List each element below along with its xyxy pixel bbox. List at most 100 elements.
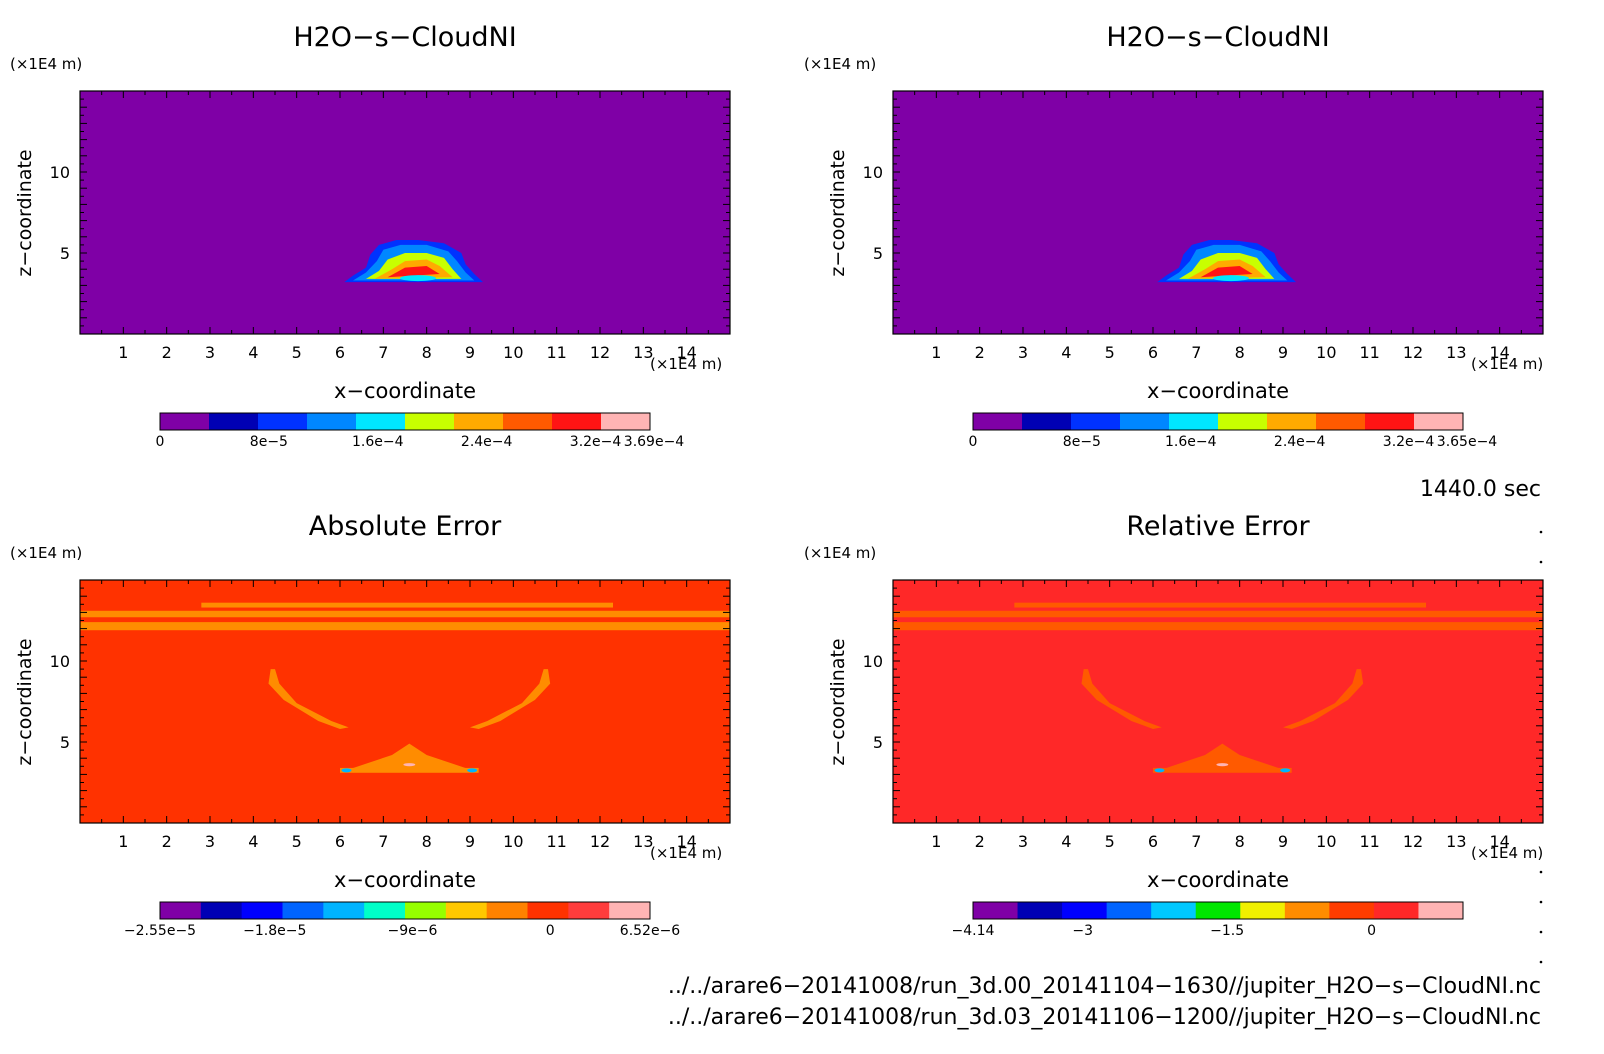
colorbar-swatch <box>503 413 553 430</box>
cloud-base <box>400 275 436 282</box>
colorbar-swatch <box>1218 413 1268 430</box>
x-tick-label: 14 <box>676 343 696 362</box>
colorbar-tick-label: 0 <box>969 434 978 450</box>
x-tick-label: 11 <box>546 832 566 851</box>
error-base <box>1153 767 1292 773</box>
x-tick-label: 6 <box>335 343 345 362</box>
x-tick-label: 12 <box>590 832 610 851</box>
colorbar-swatch <box>1284 902 1330 919</box>
colorbar-tick-label: 3.2e−4 <box>570 434 622 450</box>
dotted-marks <box>1539 530 1543 964</box>
x-unit-label: (×1E4 m) <box>1471 844 1543 862</box>
x-tick-label: 7 <box>1191 832 1201 851</box>
panel-relative-error: Relative Error (×1E4 m) (×1E4 m) x−coord… <box>804 511 1544 939</box>
error-arm <box>268 669 349 730</box>
y-tick-label: 5 <box>60 244 70 263</box>
colorbar-swatch <box>973 902 1019 919</box>
x-tick-label: 5 <box>1105 343 1115 362</box>
colorbar-swatch <box>527 902 569 919</box>
error-core <box>348 743 470 770</box>
colorbar-tick-label: 6.52e−6 <box>620 923 681 939</box>
cloud-contour <box>387 265 440 278</box>
error-spot <box>1280 768 1291 773</box>
colorbar-swatch <box>1022 413 1072 430</box>
error-spot <box>1216 763 1229 767</box>
x-tick-label: 3 <box>1018 832 1028 851</box>
x-tick-label: 7 <box>378 343 388 362</box>
colorbar-tick-label: 8e−5 <box>1063 434 1101 450</box>
y-tick-label: 5 <box>873 244 883 263</box>
y-unit-label: (×1E4 m) <box>804 544 876 562</box>
colorbar: −4.14 −3 −1.5 0 <box>952 901 1464 939</box>
x-tick-label: 9 <box>465 832 475 851</box>
x-tick-label: 5 <box>292 343 302 362</box>
field-background <box>893 91 1543 334</box>
x-tick-label: 9 <box>465 343 475 362</box>
x-tick-label: 13 <box>1446 343 1466 362</box>
error-band <box>893 610 1543 618</box>
x-axis-label: x−coordinate <box>1147 868 1289 892</box>
colorbar-swatch <box>1240 902 1286 919</box>
panel-title: H2O−s−CloudNI <box>1106 22 1329 53</box>
file-path-2: ../../arare6−20141008/run_3d.03_20141106… <box>668 1005 1541 1030</box>
colorbar-tick-label: 3.69e−4 <box>624 434 685 450</box>
x-tick-label: 4 <box>248 343 258 362</box>
x-tick-label: 12 <box>590 343 610 362</box>
y-axis-label: z−coordinate <box>14 149 36 276</box>
colorbar-swatch <box>160 902 202 919</box>
x-tick-label: 7 <box>1191 343 1201 362</box>
colorbar-swatch <box>1418 902 1464 919</box>
colorbar-swatch <box>568 902 610 919</box>
error-spot <box>341 768 352 773</box>
error-band <box>893 622 1543 631</box>
x-tick-label: 1 <box>118 832 128 851</box>
colorbar-swatch <box>258 413 308 430</box>
x-tick-label: 11 <box>546 343 566 362</box>
x-tick-label: 14 <box>1489 832 1509 851</box>
field-area <box>80 91 730 334</box>
colorbar-tick-label: 2.4e−4 <box>461 434 513 450</box>
error-band <box>80 610 730 618</box>
x-tick-label: 12 <box>1403 832 1423 851</box>
x-tick-label: 1 <box>931 343 941 362</box>
field-background <box>80 91 730 334</box>
field-area <box>893 580 1543 823</box>
colorbar-swatch <box>1365 413 1415 430</box>
colorbar-tick-label: 1.6e−4 <box>352 434 404 450</box>
axis-ticks <box>893 91 1543 334</box>
colorbar-swatch <box>1106 902 1152 919</box>
colorbar-swatch <box>1316 413 1366 430</box>
error-band <box>201 602 613 608</box>
colorbar-swatch <box>405 413 455 430</box>
colorbar-swatch <box>601 413 651 430</box>
y-tick-label: 10 <box>863 652 883 671</box>
colorbar-frame <box>972 901 1464 920</box>
x-tick-label: 8 <box>1235 832 1245 851</box>
panel-absolute-error: Absolute Error (×1E4 m) (×1E4 m) x−coord… <box>10 511 731 939</box>
colorbar-swatch <box>241 902 283 919</box>
x-tick-label: 2 <box>975 343 985 362</box>
colorbar-swatch <box>200 902 243 919</box>
colorbar-swatch <box>282 902 324 919</box>
axis-ticks <box>893 580 1543 823</box>
colorbar-swatch <box>1329 902 1375 919</box>
error-spot <box>403 763 416 767</box>
colorbar-frame <box>159 412 651 431</box>
colorbar-frame <box>159 901 651 920</box>
x-tick-label: 8 <box>422 343 432 362</box>
x-tick-label: 12 <box>1403 343 1423 362</box>
field-background <box>893 580 1543 823</box>
x-tick-label: 13 <box>633 832 653 851</box>
y-unit-label: (×1E4 m) <box>10 544 82 562</box>
error-arm <box>1283 669 1364 730</box>
colorbar: 0 8e−5 1.6e−4 2.4e−4 3.2e−4 3.69e−4 <box>156 412 685 450</box>
panel-title: Relative Error <box>1126 511 1310 542</box>
x-axis-label: x−coordinate <box>1147 379 1289 403</box>
x-tick-label: 4 <box>248 832 258 851</box>
colorbar: −2.55e−5 −1.8e−5 −9e−6 0 6.52e−6 <box>124 901 681 939</box>
x-tick-label: 10 <box>503 832 523 851</box>
colorbar-swatch <box>1169 413 1219 430</box>
colorbar-swatch <box>356 413 406 430</box>
colorbar-swatch <box>973 413 1023 430</box>
colorbar-swatch <box>160 413 210 430</box>
